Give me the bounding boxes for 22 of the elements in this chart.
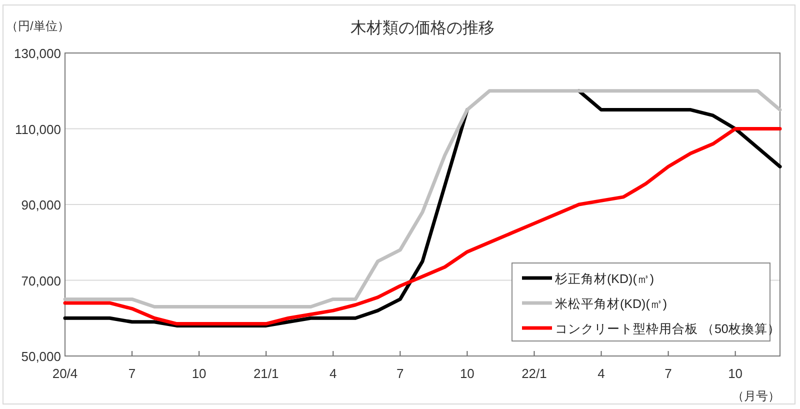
x-tick-label: 4 <box>330 366 337 381</box>
legend-label: 米松平角材(KD)(㎥) <box>555 297 668 311</box>
x-tick-label: 7 <box>128 366 136 381</box>
y-tick-label: 50,000 <box>21 349 61 364</box>
y-axis-title: （円/単位） <box>6 19 70 33</box>
y-tick-label: 90,000 <box>21 198 61 212</box>
y-tick-label: 110,000 <box>14 122 61 137</box>
x-tick-label: 20/4 <box>52 366 78 381</box>
x-tick-label: 10 <box>192 366 206 381</box>
legend-label: 杉正角材(KD)(㎥) <box>554 272 654 286</box>
x-tick-label: 22/1 <box>522 366 547 381</box>
x-tick-label: 7 <box>664 366 672 381</box>
y-tick-label: 70,000 <box>21 273 61 288</box>
legend-label: コンクリート型枠用合板 （50枚換算） <box>555 322 780 336</box>
y-tick-label: 130,000 <box>14 46 61 61</box>
x-tick-label: 7 <box>396 366 404 381</box>
x-tick-label: 10 <box>728 366 743 381</box>
x-axis-title: （月号） <box>732 389 780 403</box>
x-tick-label: 4 <box>598 366 605 381</box>
x-tick-label: 21/1 <box>253 366 279 381</box>
chart-title: 木材類の価格の推移 <box>350 19 494 37</box>
x-tick-label: 10 <box>460 366 474 381</box>
